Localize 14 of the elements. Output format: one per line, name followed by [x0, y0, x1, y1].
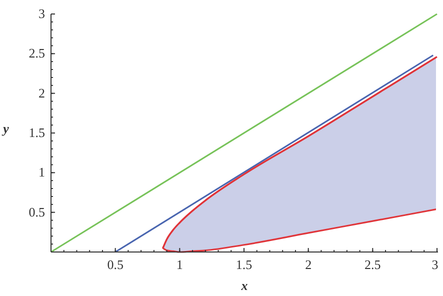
x-tick-label: 3 — [432, 257, 438, 272]
x-tick-label: 2.5 — [364, 257, 381, 272]
y-tick-label: 0.5 — [28, 204, 45, 220]
x-tick-label: 1 — [176, 257, 183, 272]
y-tick-label: 1.5 — [28, 125, 45, 140]
y-axis-title: y — [1, 121, 10, 136]
y-tick-label: 3 — [38, 6, 45, 21]
x-tick-label: 0.5 — [107, 257, 124, 272]
x-tick-label: 2 — [305, 257, 312, 272]
x-axis-title: x — [240, 278, 248, 293]
y-tick-label: 2.5 — [28, 46, 45, 61]
x-tick-label: 1.5 — [236, 257, 252, 272]
y-tick-label: 2 — [38, 85, 45, 100]
y-tick-label: 1 — [38, 164, 45, 180]
